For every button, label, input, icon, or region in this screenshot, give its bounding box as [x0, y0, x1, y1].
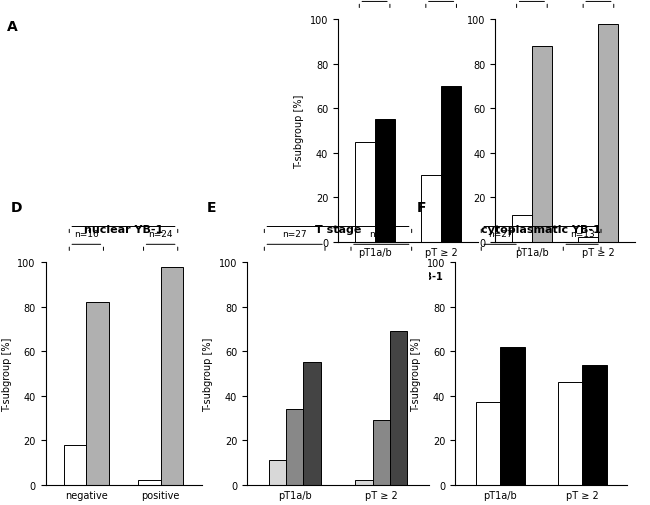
Bar: [476, 402, 500, 485]
Bar: [374, 120, 395, 242]
Text: n=27: n=27: [488, 229, 512, 238]
Text: E: E: [207, 200, 216, 214]
Bar: [512, 216, 532, 242]
Y-axis label: T-subgroup [%]: T-subgroup [%]: [294, 94, 304, 168]
Bar: [64, 445, 86, 485]
Bar: [86, 302, 109, 485]
Bar: [599, 25, 618, 242]
Title: cytoplasmatic YB-1: cytoplasmatic YB-1: [481, 224, 601, 234]
Bar: [421, 176, 441, 242]
Text: F: F: [417, 200, 426, 214]
Bar: [558, 383, 582, 485]
Text: n=13: n=13: [369, 229, 394, 238]
Text: n=16: n=16: [74, 229, 99, 238]
Bar: [578, 238, 599, 242]
Text: n=27: n=27: [282, 229, 307, 238]
Text: nuclear YB-1: nuclear YB-1: [373, 271, 443, 281]
Y-axis label: T-subgroup [%]: T-subgroup [%]: [2, 337, 12, 411]
Bar: [355, 142, 374, 242]
Bar: [390, 331, 408, 485]
Text: A: A: [6, 20, 18, 34]
Bar: [304, 363, 320, 485]
Bar: [582, 365, 606, 485]
Bar: [372, 420, 390, 485]
Text: D: D: [11, 200, 23, 214]
Title: T stage: T stage: [315, 224, 361, 234]
Bar: [161, 267, 183, 485]
Bar: [268, 461, 286, 485]
Text: DbpA: DbpA: [551, 271, 580, 281]
Y-axis label: T-subgroup [%]: T-subgroup [%]: [411, 337, 421, 411]
Bar: [286, 409, 304, 485]
Bar: [441, 87, 461, 242]
Y-axis label: T-subgroup [%]: T-subgroup [%]: [203, 337, 213, 411]
Bar: [500, 347, 525, 485]
Legend: negative, positive: negative, positive: [486, 287, 542, 308]
Title: nuclear YB-1: nuclear YB-1: [84, 224, 163, 234]
Y-axis label: T-subgroup [%]: T-subgroup [%]: [452, 94, 461, 168]
Text: n=13: n=13: [570, 229, 595, 238]
Text: n=24: n=24: [148, 229, 173, 238]
Bar: [532, 47, 552, 242]
Bar: [138, 480, 161, 485]
Legend: negative, positive: negative, positive: [328, 287, 385, 308]
Bar: [356, 480, 372, 485]
